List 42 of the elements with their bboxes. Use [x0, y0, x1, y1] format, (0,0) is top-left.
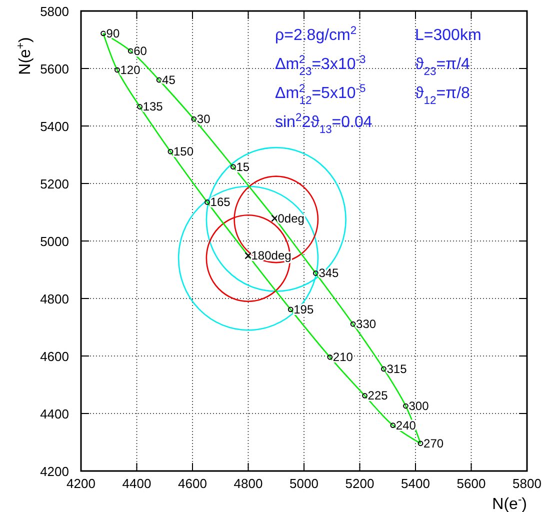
annotation: L=300km [415, 27, 482, 44]
y-tick-label: 5600 [40, 62, 69, 76]
y-tick-label: 4200 [40, 464, 69, 479]
x-tick-label: 4200 [66, 476, 96, 491]
annotation: 45 [162, 73, 176, 87]
annotation: sin$^{2}$2ϑ$_{13}$=0.04 [275, 112, 372, 136]
x-tick-label: 4800 [234, 476, 263, 491]
x-tick-label: 4600 [178, 476, 207, 491]
annotation: 90 [106, 26, 120, 40]
y-tick-label: 4600 [40, 349, 69, 364]
annotation: 225 [368, 388, 388, 403]
y-tick-label: 5800 [40, 4, 69, 19]
annotation: 150 [173, 144, 194, 159]
annotation: 30 [196, 112, 211, 126]
annotation: 300 [408, 399, 430, 414]
annotation: 135 [142, 100, 164, 114]
y-tick-label: 4800 [40, 292, 69, 306]
annotation: ϑ$_{12}$=π/8 [415, 85, 470, 107]
y-tick-label: 5400 [40, 119, 69, 134]
x-tick-label: 5200 [345, 476, 374, 491]
y-tick-label: 4400 [40, 406, 69, 422]
annotation: 60 [134, 44, 148, 58]
x-tick-label: 5800 [512, 476, 542, 491]
annotation: 270 [424, 436, 444, 450]
x-axis-title: N(e$^{-}$) [492, 494, 527, 512]
annotation: 315 [386, 362, 408, 376]
annotation: 330 [356, 317, 376, 332]
annotation: 120 [120, 62, 141, 77]
annotation: 0deg [278, 211, 304, 226]
x-tick-label: 5000 [290, 476, 318, 491]
annotation: 210 [332, 350, 354, 364]
annotation: 15 [236, 160, 250, 174]
annotation: Δm$^{2}$$_{12}$=5x10$^{-5}$ [275, 83, 366, 107]
x-tick-label: 5400 [401, 476, 430, 491]
x-tick-label: 4400 [122, 476, 152, 491]
annotation: 165 [210, 195, 231, 210]
annotation: Δm$^{2}$$_{23}$=3x10$^{-3}$ [275, 54, 366, 78]
annotation: ρ=2.8g/cm$^{2}$ [275, 25, 357, 44]
y-tick-label: 5000 [40, 234, 69, 249]
annotation: ϑ$_{23}$=π/4 [415, 56, 470, 78]
y-tick-label: 5200 [40, 176, 69, 192]
x-tick-label: 5600 [456, 476, 486, 491]
